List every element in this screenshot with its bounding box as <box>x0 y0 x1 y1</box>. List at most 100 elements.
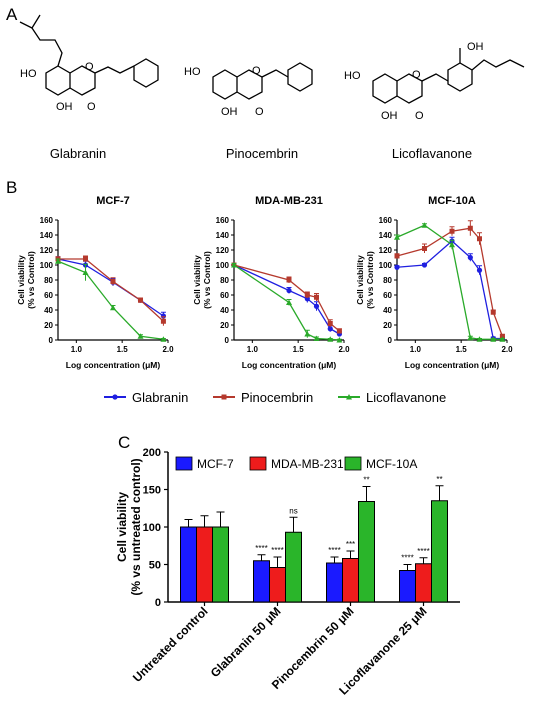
bar-mcf-7 <box>399 570 416 603</box>
series-line <box>57 260 164 340</box>
y-tick-label: 120 <box>40 246 54 255</box>
pinocembrin-ring-o: O <box>252 65 261 77</box>
significance-label: ** <box>436 475 442 484</box>
data-point <box>476 267 483 273</box>
data-point <box>110 304 116 311</box>
y-tick-label: 80 <box>220 276 229 285</box>
y-axis-label: Cell viability(% vs untreated control) <box>115 458 143 595</box>
data-point <box>476 336 483 342</box>
y-tick-label: 20 <box>44 321 53 330</box>
panel-letter-b: B <box>6 178 17 197</box>
data-point <box>110 279 116 284</box>
data-point <box>314 294 319 300</box>
chart-mcf10a: MCF-10A 0 20 40 60 80 100 120 140 160 1.0 1.5 2.0Log… <box>355 195 513 370</box>
series-line <box>233 264 340 341</box>
data-point <box>327 336 334 342</box>
data-point <box>313 335 320 341</box>
significance-label: **** <box>271 546 283 555</box>
x-tick-label: 2.0 <box>501 345 513 354</box>
data-point <box>160 313 167 319</box>
bar-mcf-10a <box>285 531 302 603</box>
series-licoflavanone <box>394 222 506 342</box>
series-line <box>396 240 503 340</box>
x-tick-label: 1.0 <box>247 345 259 354</box>
licoflavanone-label: Licoflavanone <box>392 146 472 161</box>
data-point <box>449 241 455 248</box>
x-axis-label: Log concentration (μM) <box>66 360 161 370</box>
data-point <box>467 254 473 261</box>
bar-mcf-10a <box>431 500 448 603</box>
data-point <box>490 309 496 315</box>
x-tick-label: 1.0 <box>71 345 83 354</box>
data-point <box>83 256 88 262</box>
data-point <box>394 234 400 240</box>
data-point <box>55 258 61 264</box>
significance-label: **** <box>328 546 340 555</box>
data-point <box>467 225 473 231</box>
pinocembrin-oh: OH <box>221 106 238 118</box>
pinocembrin-structure <box>212 62 313 100</box>
y-tick-label: 160 <box>379 216 393 225</box>
legend-item-pinocembrin: Pinocembrin <box>213 390 313 405</box>
glabranin-structure <box>19 14 159 96</box>
bar-mda-mb-231 <box>196 526 213 603</box>
chart-mda-mb-231: MDA-MB-231 0 20 40 60 80 100 120 140 160 1.0 1.5 2.0… <box>192 195 350 370</box>
legend-label: MCF-10A <box>366 457 417 471</box>
bar-mda-mb-231 <box>269 567 286 603</box>
y-tick-label: 60 <box>383 291 392 300</box>
y-tick-label: 0 <box>388 336 393 345</box>
series-licoflavanone <box>231 262 343 343</box>
significance-label: **** <box>401 554 413 563</box>
category-label: Pinocembrin 50 μM <box>269 604 357 692</box>
data-point <box>490 336 497 342</box>
data-point <box>137 333 144 339</box>
legend-swatch <box>344 456 362 471</box>
bar-mcf-7 <box>180 526 197 603</box>
data-point <box>327 321 333 326</box>
x-tick-label: 1.5 <box>117 345 129 354</box>
pinocembrin-keto-o: O <box>255 106 264 118</box>
data-point <box>286 287 292 294</box>
legend-label: MDA-MB-231 <box>271 457 344 471</box>
data-point <box>160 336 167 342</box>
legend-marker <box>221 394 227 400</box>
x-tick-label: 2.0 <box>338 345 350 354</box>
legend-swatch <box>249 456 267 471</box>
glabranin-keto-o: O <box>87 101 96 113</box>
bar-mcf-7 <box>253 560 270 603</box>
data-point <box>82 269 89 275</box>
data-point <box>304 331 311 337</box>
series-line <box>233 264 340 332</box>
data-point <box>231 262 237 268</box>
data-point <box>286 299 292 305</box>
y-tick-label: 120 <box>216 246 230 255</box>
significance-label: ns <box>289 506 297 515</box>
x-tick-label: 1.0 <box>410 345 422 354</box>
pinocembrin-label: Pinocembrin <box>226 146 298 161</box>
glabranin-ho: HO <box>20 68 37 80</box>
x-axis-label: Log concentration (μM) <box>405 360 500 370</box>
licoflavanone-keto-o: O <box>415 110 424 122</box>
y-tick-label: 40 <box>383 306 392 315</box>
x-tick-label: 1.5 <box>456 345 468 354</box>
legend-label: Licoflavanone <box>366 390 446 405</box>
legend-label: MCF-7 <box>197 457 234 471</box>
legend-item-licoflavanone: Licoflavanone <box>338 390 446 405</box>
data-point <box>336 328 342 334</box>
y-tick-label: 80 <box>383 276 392 285</box>
y-tick-label: 160 <box>40 216 54 225</box>
licoflavanone-oh-top: OH <box>467 41 484 53</box>
y-tick-label: 150 <box>143 485 161 497</box>
legend-marker <box>112 394 118 400</box>
series-pinocembrin <box>231 262 342 334</box>
data-point <box>421 262 428 268</box>
y-tick-label: 140 <box>379 231 393 240</box>
licoflavanone-ho: HO <box>344 70 361 82</box>
y-tick-label: 60 <box>220 291 229 300</box>
data-point <box>421 222 428 228</box>
y-tick-label: 100 <box>143 522 161 534</box>
category-label: Glabranin 50 μM <box>208 604 284 680</box>
data-point <box>394 264 400 270</box>
